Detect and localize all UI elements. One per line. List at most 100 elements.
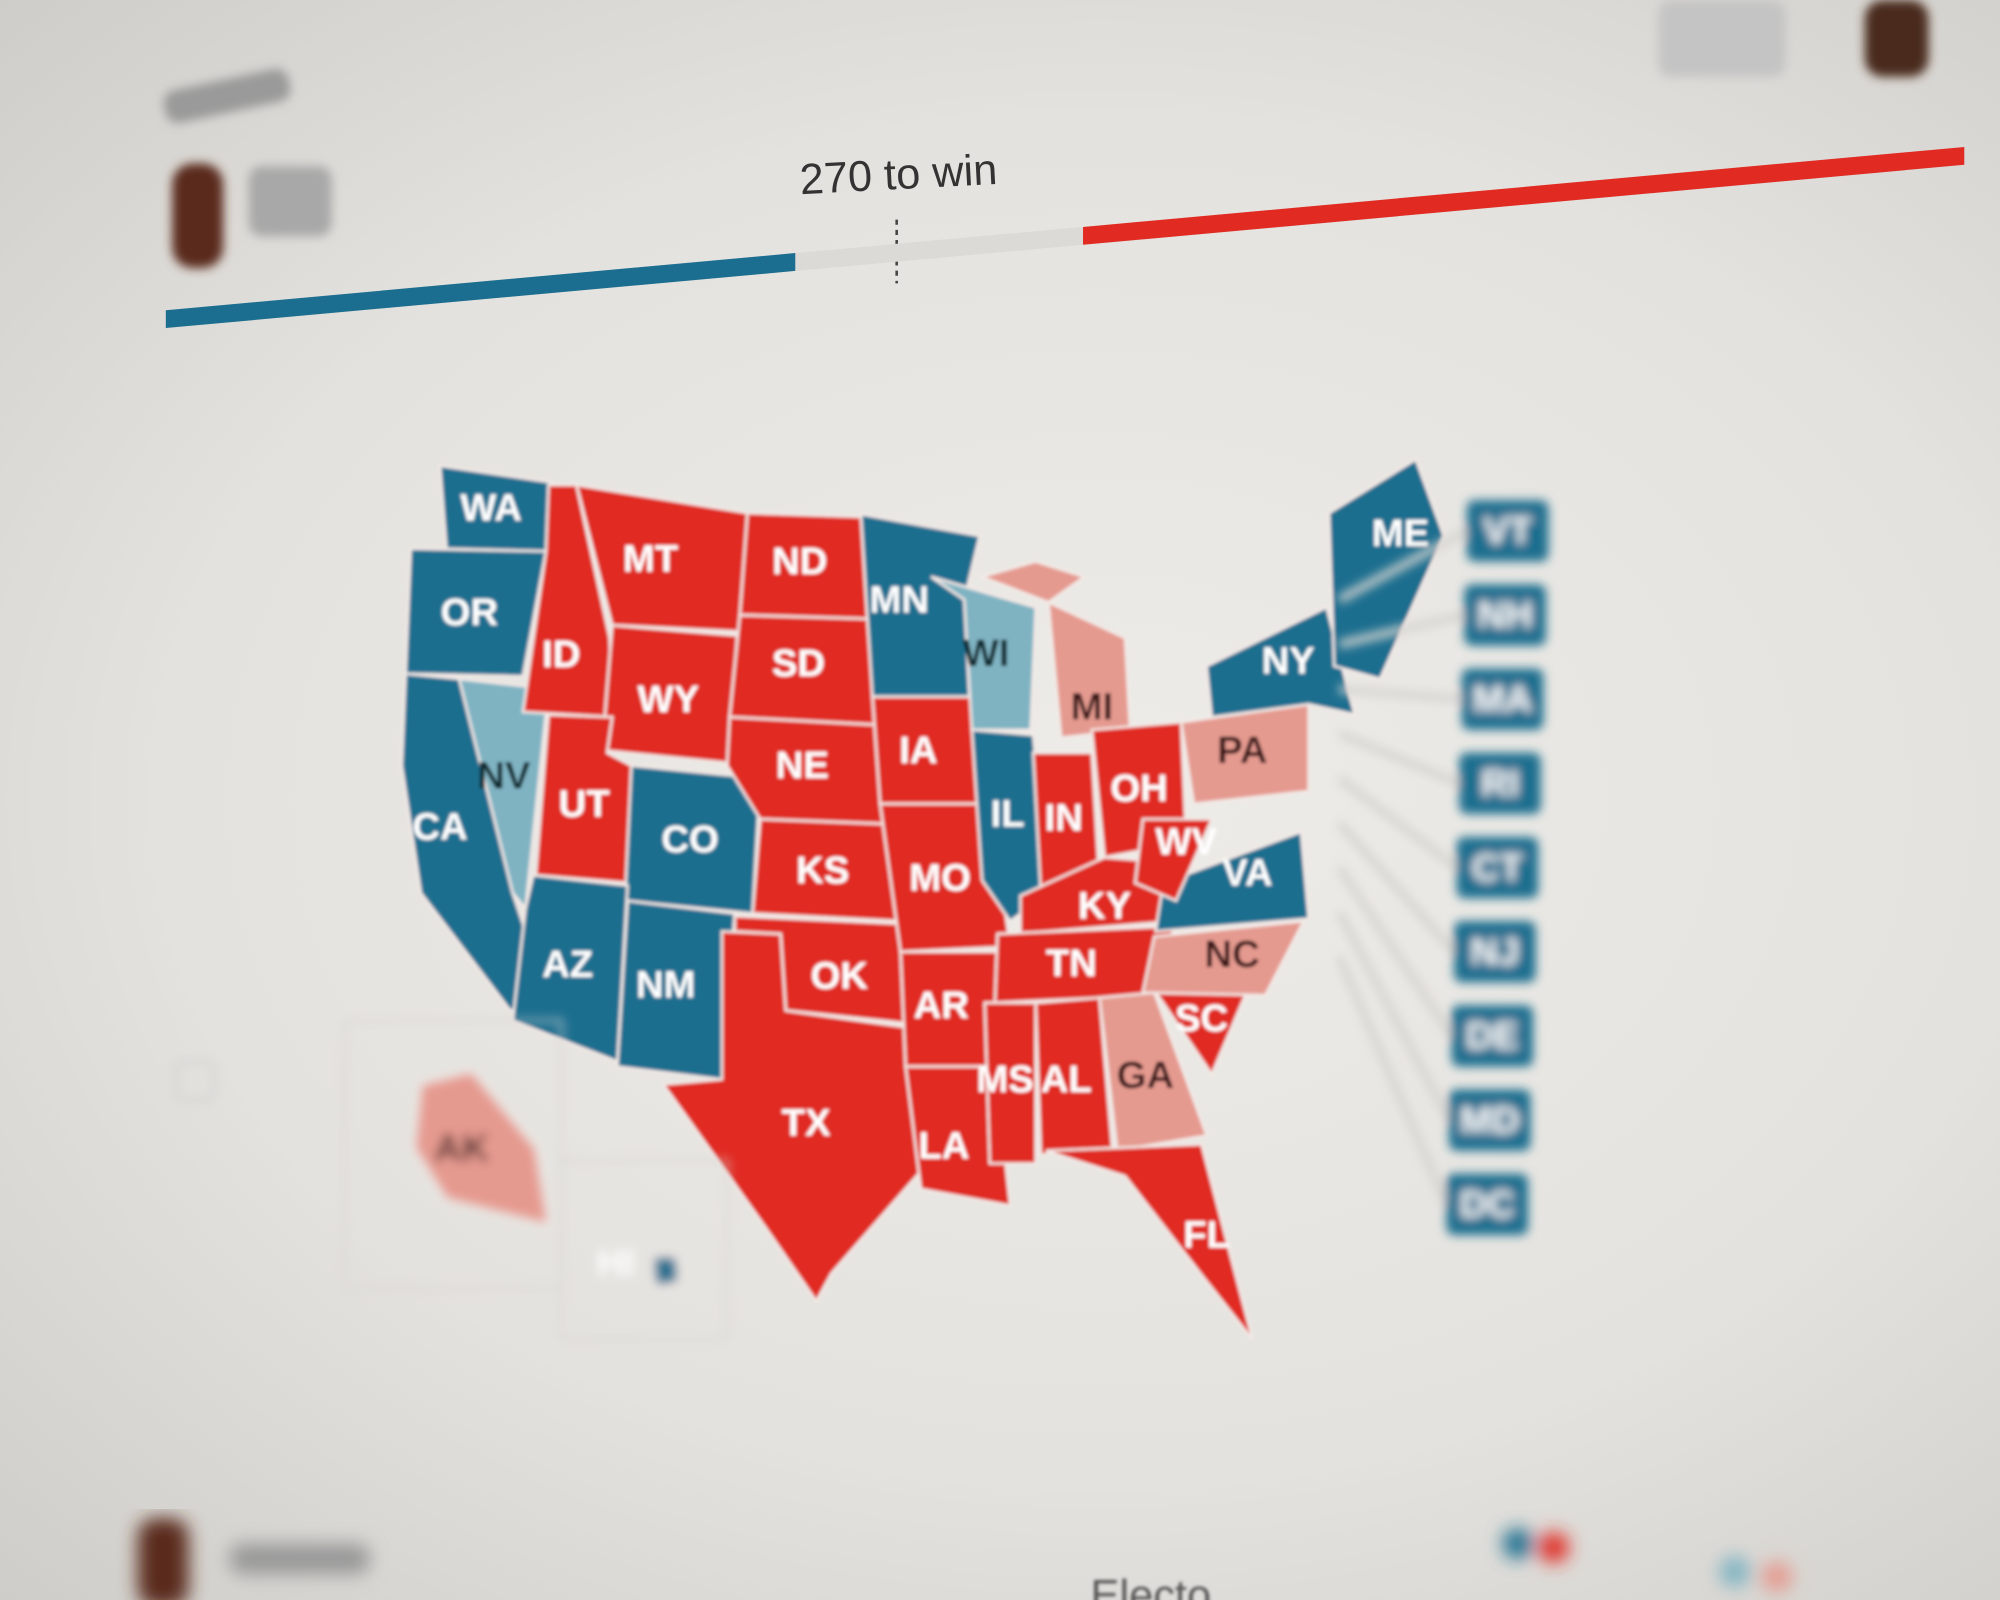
state-label-ny: NY <box>1262 640 1315 683</box>
state-label-mt: MT <box>623 538 678 581</box>
leader-line <box>1337 527 1469 604</box>
state-fl[interactable] <box>1045 1143 1254 1341</box>
state-label-ks: KS <box>796 849 849 892</box>
state-label-va: VA <box>1222 851 1272 894</box>
state-label-ca: CA <box>412 805 467 848</box>
small-state-label-de: DE <box>1466 1015 1519 1058</box>
leader-line <box>1338 685 1463 704</box>
small-state-label-dc: DC <box>1460 1183 1515 1226</box>
small-state-nh[interactable] <box>1464 584 1546 646</box>
small-state-label-md: MD <box>1460 1099 1520 1142</box>
state-label-wi: WI <box>963 632 1010 675</box>
state-ga[interactable] <box>1098 991 1209 1153</box>
state-label-ky: KY <box>1078 885 1131 928</box>
state-label-or: OR <box>441 591 498 634</box>
legend-pink-dot <box>1761 1561 1793 1593</box>
state-label-ga: GA <box>1117 1054 1174 1097</box>
state-label-sc: SC <box>1175 997 1228 1040</box>
state-label-al: AL <box>1041 1058 1092 1101</box>
small-state-ri[interactable] <box>1459 752 1541 815</box>
leader-line <box>1336 865 1455 1039</box>
state-label-tn: TN <box>1046 942 1097 985</box>
state-ak[interactable] <box>413 1070 551 1227</box>
state-la[interactable] <box>904 1065 1012 1208</box>
candidate-name-left <box>163 68 291 124</box>
small-state-md[interactable] <box>1448 1089 1531 1151</box>
avatar-left <box>172 163 224 269</box>
state-label-ms: MS <box>976 1058 1033 1101</box>
state-label-nm: NM <box>636 964 695 1007</box>
leader-line <box>1336 775 1459 871</box>
state-label-ar: AR <box>914 984 969 1027</box>
legend-lightblue-dot <box>1719 1556 1750 1587</box>
state-label-ut: UT <box>559 782 610 825</box>
small-state-label-ma: MA <box>1473 678 1533 721</box>
alaska-inset-frame <box>343 1019 563 1290</box>
state-wv[interactable] <box>1133 817 1214 903</box>
legend-blue-dot <box>1502 1528 1534 1559</box>
state-label-ne: NE <box>776 744 829 787</box>
state-ms[interactable] <box>983 1001 1037 1165</box>
electoral-votes-left <box>248 166 332 237</box>
threshold-label: 270 to win <box>799 146 999 204</box>
small-state-dc[interactable] <box>1446 1173 1529 1235</box>
state-label-mo: MO <box>909 856 971 899</box>
small-state-label-nh: NH <box>1477 594 1532 637</box>
leader-line <box>1335 955 1450 1206</box>
state-hi[interactable] <box>651 1255 680 1288</box>
leader-line <box>1337 730 1461 787</box>
state-label-wy: WY <box>638 678 700 721</box>
state-nc[interactable] <box>1141 919 1306 997</box>
state-mi-upper[interactable] <box>978 560 1088 604</box>
state-label-sd: SD <box>772 642 825 685</box>
leader-line <box>1335 910 1453 1122</box>
electoral-votes-right <box>1658 0 1786 77</box>
small-state-label-ct: CT <box>1472 846 1523 889</box>
state-label-me: ME <box>1372 512 1429 555</box>
candidate-name-bottom <box>229 1543 370 1575</box>
small-state-nj[interactable] <box>1454 921 1536 983</box>
state-va[interactable] <box>1154 830 1311 933</box>
map-control-button[interactable] <box>174 1060 216 1102</box>
small-state-ma[interactable] <box>1461 668 1544 730</box>
avatar-right <box>1864 0 1929 77</box>
electoral-progress-bar <box>165 146 1965 329</box>
bar-red-fill <box>1083 146 1965 245</box>
state-label-fl: FL <box>1183 1214 1230 1257</box>
state-label-wv: WV <box>1155 821 1217 864</box>
state-az[interactable] <box>511 873 629 1064</box>
state-label-mi: MI <box>1071 686 1114 729</box>
small-states-list: VT NH MA RI CT NJ DE MD DC <box>1335 500 1549 1235</box>
state-ny[interactable] <box>1205 605 1357 719</box>
state-label-il: IL <box>991 793 1025 836</box>
state-label-ok: OK <box>811 955 869 998</box>
state-label-in: IN <box>1045 797 1083 840</box>
bar-blue-fill <box>165 253 796 329</box>
avatar-bottom <box>137 1518 189 1600</box>
small-state-vt[interactable] <box>1466 500 1549 562</box>
leader-line <box>1338 611 1466 649</box>
state-label-nv: NV <box>477 754 531 797</box>
state-label-id: ID <box>542 633 580 676</box>
state-label-ia: IA <box>899 729 937 772</box>
state-label-oh: OH <box>1110 767 1167 810</box>
state-label-hi: HI <box>597 1242 635 1285</box>
small-state-label-ri: RI <box>1481 762 1519 805</box>
footer-section-label: Electo <box>1091 1572 1212 1600</box>
small-state-label-nj: NJ <box>1470 930 1519 973</box>
state-label-nd: ND <box>772 540 827 583</box>
state-or[interactable] <box>404 547 548 678</box>
state-wi[interactable] <box>930 575 1038 732</box>
state-label-la: LA <box>918 1124 969 1167</box>
legend-red-dot <box>1538 1532 1569 1563</box>
state-label-pa: PA <box>1217 729 1267 772</box>
small-state-ct[interactable] <box>1456 836 1539 899</box>
state-label-tx: TX <box>782 1101 831 1144</box>
small-state-label-vt: VT <box>1483 510 1532 553</box>
state-me[interactable] <box>1327 457 1446 681</box>
state-label-wa: WA <box>460 487 522 530</box>
small-state-de[interactable] <box>1451 1005 1534 1067</box>
state-tx[interactable] <box>660 930 923 1304</box>
